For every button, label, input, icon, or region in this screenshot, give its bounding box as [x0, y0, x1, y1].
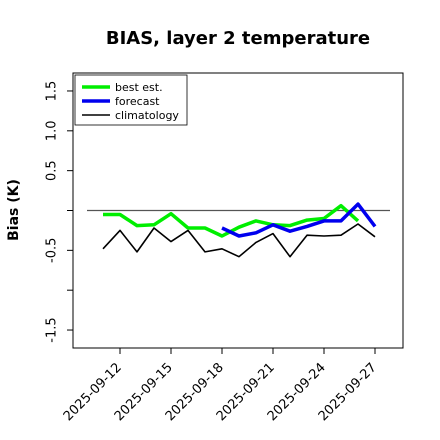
- series-line-forecast: [221, 202, 377, 238]
- x-ticks-group: 2025-09-122025-09-152025-09-182025-09-21…: [61, 348, 380, 424]
- legend-label-climatology: climatology: [115, 109, 179, 122]
- y-tick-label: -1.5: [45, 317, 60, 342]
- y-tick-label: 0.5: [44, 160, 59, 181]
- series-group: [102, 202, 377, 258]
- legend-box: [74, 74, 188, 126]
- y-tick-label: 1.5: [44, 81, 59, 102]
- y-tick-label: -0.5: [45, 238, 60, 263]
- legend: best est. forecast climatology: [74, 74, 188, 126]
- legend-label-best-est: best est.: [115, 81, 163, 94]
- y-axis-label: Bias (K): [6, 179, 22, 241]
- chart-title: BIAS, layer 2 temperature: [106, 28, 370, 49]
- legend-label-forecast: forecast: [115, 95, 160, 108]
- series-line-climatology: [102, 223, 376, 258]
- y-ticks-group: -1.5 -0.5 0.5 1.0 1.5: [44, 81, 73, 343]
- y-tick-label: 1.0: [45, 120, 60, 141]
